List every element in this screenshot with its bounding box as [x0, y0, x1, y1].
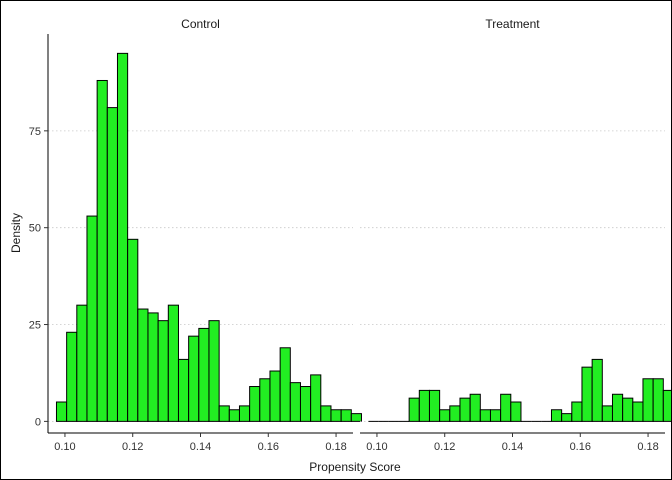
x-tick-label: 0.18 [637, 441, 658, 453]
x-tick-label: 0.14 [502, 441, 523, 453]
histogram-bar [652, 378, 664, 422]
histogram-bar [571, 401, 583, 422]
histogram-bar [601, 405, 613, 422]
histogram-bar [127, 238, 139, 422]
histogram-bar [581, 366, 593, 422]
histogram-bar [55, 401, 68, 422]
histogram-bar [561, 413, 573, 422]
facet-panel-treatment: Treatment 0.10 0.12 0.14 0.16 0.18 [360, 17, 671, 453]
histogram-bar [632, 401, 644, 422]
histogram-bar [439, 409, 451, 422]
histogram-bar [340, 409, 352, 422]
histogram-bar [350, 413, 362, 422]
histogram-bar [320, 405, 332, 422]
x-tick-label: 0.16 [570, 441, 591, 453]
histogram-bar [76, 304, 88, 422]
y-tick-label: 50 [29, 223, 41, 235]
histogram-bar [550, 409, 563, 422]
histogram-bar [469, 393, 481, 422]
x-tick-label: 0.10 [54, 441, 75, 453]
y-tick-label: 75 [29, 126, 41, 138]
histogram-bar [459, 397, 471, 422]
histogram-bar [428, 389, 441, 422]
histogram-bar [238, 405, 251, 422]
y-tick-label: 25 [29, 320, 41, 332]
histogram-bar [500, 393, 512, 422]
histogram-bar [510, 401, 522, 422]
histogram-bar [269, 370, 281, 422]
histogram-bar [418, 389, 430, 422]
histogram-bar [249, 386, 261, 422]
histogram-bar [218, 405, 230, 422]
histogram-bar [330, 409, 342, 422]
histogram-bar [408, 397, 420, 422]
histogram-bar [642, 378, 654, 422]
histogram-bar [177, 358, 190, 422]
histogram-bar [116, 52, 129, 422]
facet-panel-control: Control 0.10 0.12 0.14 0.16 0.18 0 25 50 75 [29, 17, 362, 453]
x-tick-label: 0.12 [434, 441, 455, 453]
histogram-bar [299, 386, 312, 422]
histogram-bar [662, 389, 671, 422]
histogram-bar [188, 335, 200, 422]
histogram-bar [310, 374, 322, 422]
histogram-bar [479, 409, 491, 422]
x-tick-label: 0.16 [258, 441, 279, 453]
histogram-bar [289, 382, 301, 422]
y-tick-label: 0 [35, 416, 41, 428]
histogram-bar [208, 320, 220, 422]
histogram-bar [259, 378, 271, 422]
histogram-bar [96, 79, 108, 422]
histogram-bar [279, 347, 291, 422]
histogram-bar [449, 405, 461, 422]
facet-title: Treatment [485, 17, 540, 31]
histogram-bar [591, 358, 603, 422]
histogram-bar [489, 409, 502, 422]
histogram-bar [137, 308, 149, 422]
histogram-bar [157, 320, 169, 422]
histogram-bar [106, 107, 118, 422]
facet-title: Control [181, 17, 220, 31]
histogram-bar [147, 312, 159, 422]
histogram-bar [198, 327, 210, 422]
histogram-bar [611, 393, 624, 422]
x-tick-label: 0.12 [122, 441, 143, 453]
x-axis-title: Propensity Score [309, 460, 401, 474]
histogram-bar [167, 304, 179, 422]
y-axis-title: Density [9, 213, 23, 253]
histogram-bar [228, 409, 240, 422]
histogram-bar [86, 215, 98, 422]
x-tick-label: 0.18 [325, 441, 346, 453]
histogram-bar [66, 331, 78, 422]
x-tick-label: 0.10 [366, 441, 387, 453]
x-tick-label: 0.14 [190, 441, 211, 453]
histogram-bar [622, 397, 634, 422]
